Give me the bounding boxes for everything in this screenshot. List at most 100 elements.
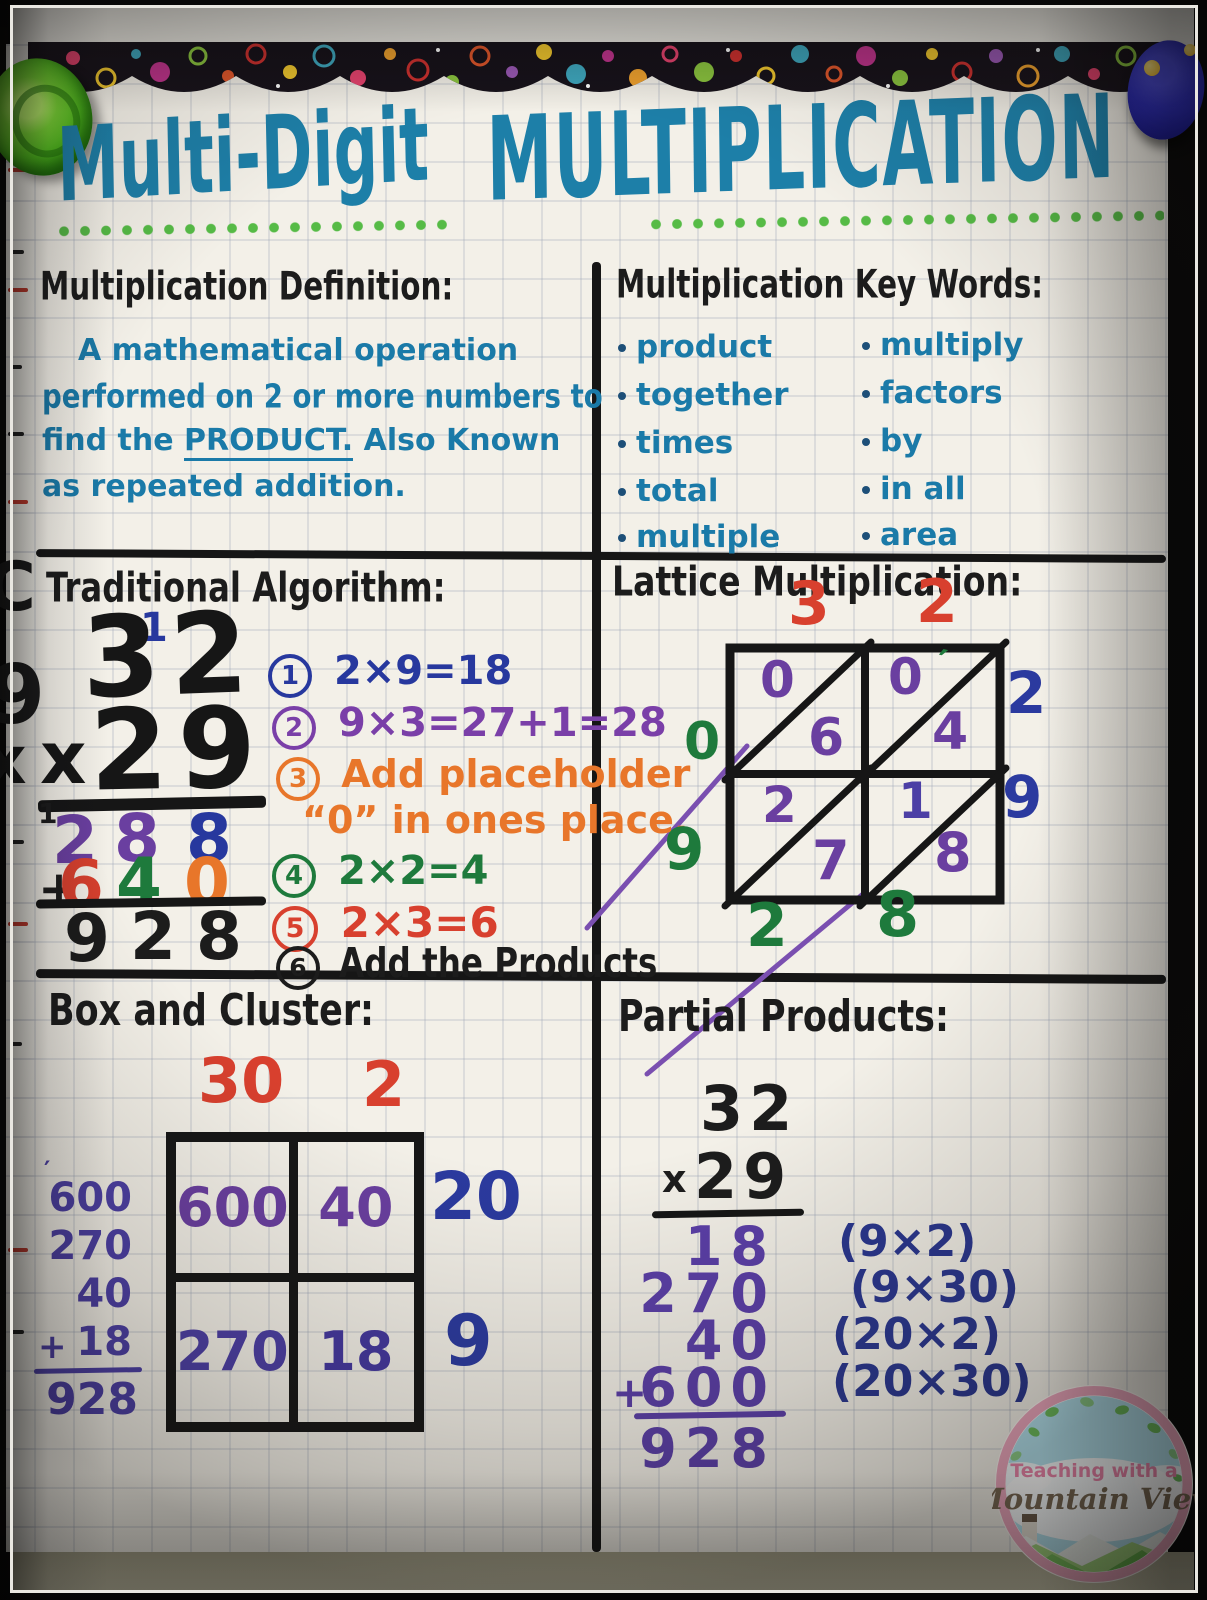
traditional-times-sign: x: [40, 716, 87, 800]
lattice-side-digit: 2: [1006, 659, 1047, 727]
ruler-tick: [8, 1248, 28, 1252]
definition-line3-pre: find the: [42, 423, 185, 458]
pushpin-highlight-dot: [1144, 60, 1160, 76]
lattice-sum-digit: 2: [746, 891, 788, 961]
step-number: 4: [272, 854, 316, 898]
definition-product-underlined: PRODUCT.: [184, 423, 354, 461]
keyword: together: [636, 377, 789, 413]
partial-row-factors: (20×2): [832, 1309, 1001, 1360]
bullet-icon: [862, 437, 870, 446]
teaching-mountain-view-logo: Teaching with a Mountain View: [992, 1385, 1196, 1583]
ruler-tick: [10, 840, 24, 844]
box-cell: 270: [176, 1282, 298, 1422]
box-method-grid: 600 40 270 18: [166, 1132, 424, 1432]
box-top-label: 30: [198, 1044, 285, 1117]
partial-total: 928: [639, 1417, 776, 1480]
keyword: in all: [880, 471, 966, 507]
bullet-icon: [618, 533, 626, 542]
keyword: multiply: [880, 327, 1024, 363]
whiteboard-top-edge: [13, 8, 1194, 46]
step-number: 2: [272, 706, 316, 750]
lattice-side-digit: 9: [1002, 763, 1043, 831]
boxcluster-heading: Box and Cluster:: [48, 984, 375, 1036]
step-text: Add the Products: [338, 939, 658, 988]
step-text: 2×9=18: [333, 648, 513, 694]
lattice-cell-digit: 2: [762, 776, 797, 834]
step-number: 6: [276, 945, 320, 990]
keyword: product: [636, 329, 773, 365]
lattice-cell-digit: 8: [934, 821, 972, 884]
lattice-sum-digit: 9: [664, 815, 705, 883]
edge-partial-mark: x: [0, 722, 27, 799]
keyword: total: [636, 473, 719, 509]
bullet-icon: [862, 389, 870, 398]
bullet-icon: [862, 341, 870, 350]
bullet-icon: [862, 485, 870, 494]
bullet-icon: [618, 391, 626, 400]
keyword: by: [880, 423, 923, 459]
definition-line1: A mathematical operation: [78, 333, 519, 368]
poster-title-line1: Multi-Digit: [56, 84, 431, 226]
lattice-top-digit: 3: [788, 569, 830, 639]
ruler-tick: [8, 432, 24, 436]
traditional-multiplier: 29: [88, 683, 267, 817]
partial-multiplicand: 32: [700, 1072, 799, 1145]
bullet-icon: [618, 439, 626, 448]
bullet-icon: [618, 343, 626, 352]
result-digit: 2: [130, 898, 176, 975]
lattice-cell-digit: 6: [808, 708, 845, 768]
box-cell: 18: [318, 1320, 394, 1383]
keyword: area: [880, 517, 959, 553]
sum-addend: 40: [76, 1271, 132, 1317]
step-text: Add placeholder: [341, 752, 691, 796]
box-top-label: 2: [362, 1048, 406, 1121]
partial-multiplier: 29: [694, 1140, 793, 1213]
lattice-cell-digit: 1: [898, 772, 933, 830]
keyword: times: [636, 425, 734, 461]
edge-partial-mark: C: [0, 548, 36, 627]
bullet-icon: [862, 531, 870, 540]
partial-row-factors: (9×2): [838, 1216, 977, 1267]
ruler-tick: [8, 922, 28, 926]
result-digit: 8: [196, 898, 242, 975]
keywords-heading: Multiplication Key Words:: [616, 262, 1044, 308]
lattice-cell-digit: 7: [812, 829, 850, 892]
ruler-tick: [10, 365, 22, 369]
result-digit: 9: [64, 900, 110, 977]
definition-line3-post: Also Known: [353, 423, 561, 458]
poster-title-line2: MULTIPLICATION: [486, 68, 1117, 228]
logo-text-line1: Teaching with a: [1010, 1460, 1177, 1482]
box-cell: 40: [297, 1142, 414, 1282]
partial-row-value: 600: [639, 1356, 776, 1419]
definition-line2: performed on 2 or more numbers to: [42, 377, 603, 417]
pushpin-highlight-dot: [1184, 44, 1196, 56]
sum-total: 928: [46, 1374, 138, 1425]
partial-row-factors: (9×30): [850, 1262, 1019, 1313]
sum-addend: 600: [48, 1175, 133, 1221]
lattice-sum-digit: 0: [684, 712, 721, 772]
step-number: 3: [276, 757, 320, 801]
step-text: 2×2=4: [337, 848, 489, 894]
ruler-tick: [10, 250, 24, 254]
keyword: multiple: [636, 519, 781, 555]
lattice-top-digit: 2: [916, 567, 958, 637]
lattice-cell-digit: 0: [888, 648, 923, 706]
step-number: 1: [268, 654, 312, 698]
box-side-label: 9: [444, 1300, 493, 1382]
partial-heading: Partial Products:: [618, 990, 949, 1042]
sum-addend: 18: [76, 1319, 132, 1365]
box-side-label: 20: [430, 1158, 522, 1235]
ruler-tick: [8, 288, 28, 292]
bullet-icon: [618, 487, 626, 496]
ruler-tick: [10, 1330, 24, 1334]
sum-addend: 270: [48, 1223, 133, 1269]
ruler-tick: [8, 500, 28, 504]
definition-heading: Multiplication Definition:: [40, 264, 454, 310]
partial-times-sign: x: [662, 1157, 687, 1201]
logo-text-line2: Mountain View: [992, 1482, 1196, 1516]
box-cell: 600: [176, 1142, 298, 1282]
step-text: 9×3=27+1=28: [337, 700, 667, 746]
definition-line4: as repeated addition.: [42, 469, 406, 504]
lattice-cell-digit: 0: [760, 651, 795, 709]
